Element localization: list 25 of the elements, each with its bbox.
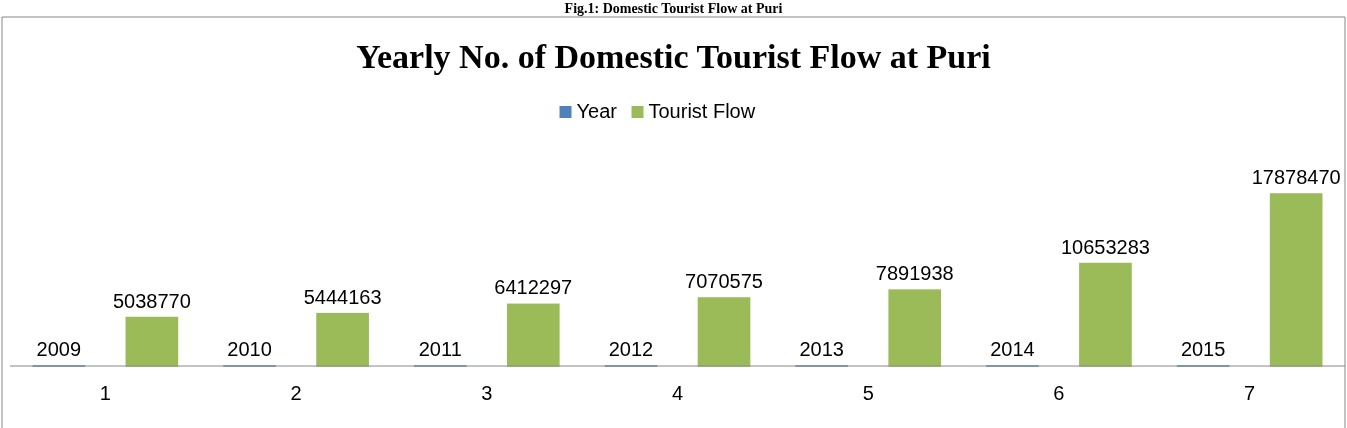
data-label: 7891938 — [875, 262, 954, 285]
x-tick-label: 1 — [99, 382, 111, 404]
caption: Fig.1: Domestic Tourist Flow at Puri — [564, 1, 783, 16]
legend-label: Tourist Flow — [648, 100, 756, 122]
data-label: 2009 — [36, 337, 82, 360]
x-tick-label: 2 — [290, 382, 302, 404]
data-label: 2011 — [418, 337, 462, 360]
data-label: 6412297 — [494, 276, 573, 299]
legend-label: Year — [576, 100, 618, 122]
data-label: 2013 — [799, 337, 844, 360]
data-label: 17878470 — [1251, 166, 1341, 188]
data-label: 2012 — [608, 337, 654, 360]
data-label: 2014 — [990, 337, 1035, 360]
data-label: 5444163 — [303, 285, 382, 308]
x-tick-label: 3 — [481, 382, 493, 404]
data-label: 10653283 — [1060, 235, 1150, 258]
x-tick-label: 5 — [862, 382, 874, 404]
data-label: 2010 — [227, 337, 272, 360]
data-label: 5038770 — [112, 289, 191, 312]
x-tick-label: 7 — [1244, 382, 1256, 404]
chart-title: Yearly No. of Domestic Tourist Flow at Puri — [356, 38, 991, 75]
x-tick-label: 6 — [1053, 382, 1065, 404]
data-label: 7070575 — [685, 269, 763, 292]
data-label: 2015 — [1180, 337, 1226, 360]
x-tick-label: 4 — [671, 382, 684, 404]
